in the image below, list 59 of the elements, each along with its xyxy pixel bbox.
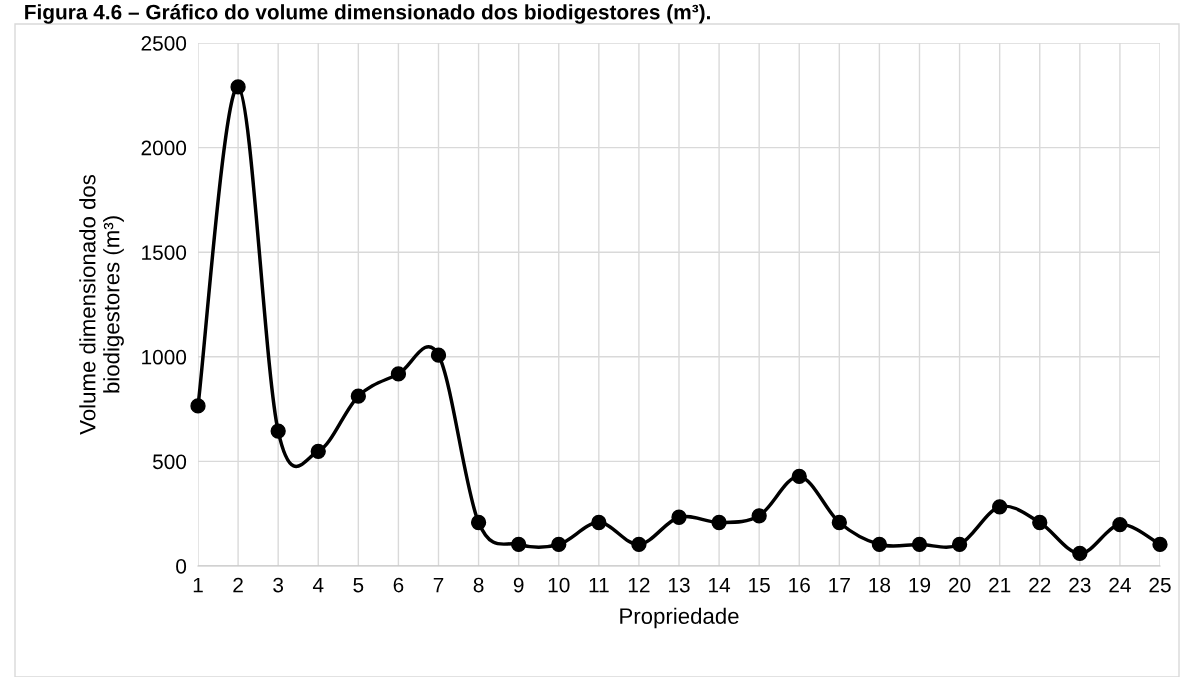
x-tick-label: 8 — [473, 577, 484, 593]
y-tick-label: 1500 — [142, 245, 187, 260]
x-tick-label: 7 — [433, 577, 444, 593]
y-axis-title: Volume dimensionado dos biodigestores (m³) — [79, 174, 124, 435]
y-tick-label: 0 — [176, 559, 187, 574]
point — [390, 366, 407, 382]
point — [1032, 514, 1048, 531]
x-tick-label: 2 — [233, 577, 243, 593]
x-tick-label: 4 — [312, 577, 324, 593]
x-tick-label: 25 — [1149, 577, 1171, 593]
x-tick-label: 1 — [193, 577, 203, 593]
x-tick-label: 16 — [789, 577, 810, 593]
point — [791, 468, 807, 485]
x-tick-label: 9 — [513, 577, 524, 593]
point — [671, 509, 687, 525]
point — [511, 536, 527, 553]
point — [951, 536, 968, 553]
point — [831, 514, 847, 531]
x-tick-label: 13 — [669, 577, 690, 593]
point — [911, 536, 928, 553]
x-tick-label: 24 — [1109, 577, 1131, 593]
point — [551, 536, 567, 553]
point — [992, 499, 1008, 515]
point — [751, 508, 767, 524]
x-tick-label: 11 — [589, 577, 609, 593]
point — [1072, 545, 1088, 562]
point — [190, 398, 206, 414]
x-tick-label: 14 — [709, 577, 731, 593]
point — [430, 347, 447, 363]
x-tick-label: 3 — [273, 577, 284, 593]
point — [310, 443, 326, 459]
y-tick-label: 2000 — [141, 140, 187, 156]
point — [470, 514, 487, 531]
x-tick-label: 5 — [353, 577, 364, 593]
point — [350, 388, 366, 404]
x-tick-label: 23 — [1069, 577, 1091, 593]
point — [871, 536, 888, 553]
x-tick-label: 17 — [829, 577, 850, 593]
x-tick-label: 22 — [1029, 577, 1051, 593]
point — [631, 536, 647, 553]
x-tick-label: 6 — [393, 577, 404, 593]
x-tick-label: 21 — [989, 577, 1011, 593]
x-tick-label: 10 — [548, 577, 570, 593]
point — [591, 514, 607, 531]
point — [270, 423, 286, 439]
y-tick-label: 2500 — [141, 36, 187, 51]
y-tick-label: 1000 — [142, 349, 187, 365]
point — [1152, 536, 1168, 553]
x-tick-label: 20 — [949, 577, 971, 593]
y-tick-label: 500 — [152, 454, 187, 470]
x-tick-label: 15 — [749, 577, 770, 593]
x-tick-label: 19 — [909, 577, 931, 593]
x-axis-title: Propriedade — [620, 607, 739, 629]
point — [711, 514, 727, 531]
point — [1112, 516, 1128, 533]
x-tick-label: 12 — [628, 577, 650, 593]
chart-title: Figura 4.6 – Gráfico do volume dimensionado dos biodigestores (m³). — [25, 4, 710, 24]
x-tick-label: 18 — [869, 577, 891, 593]
point — [230, 79, 246, 95]
